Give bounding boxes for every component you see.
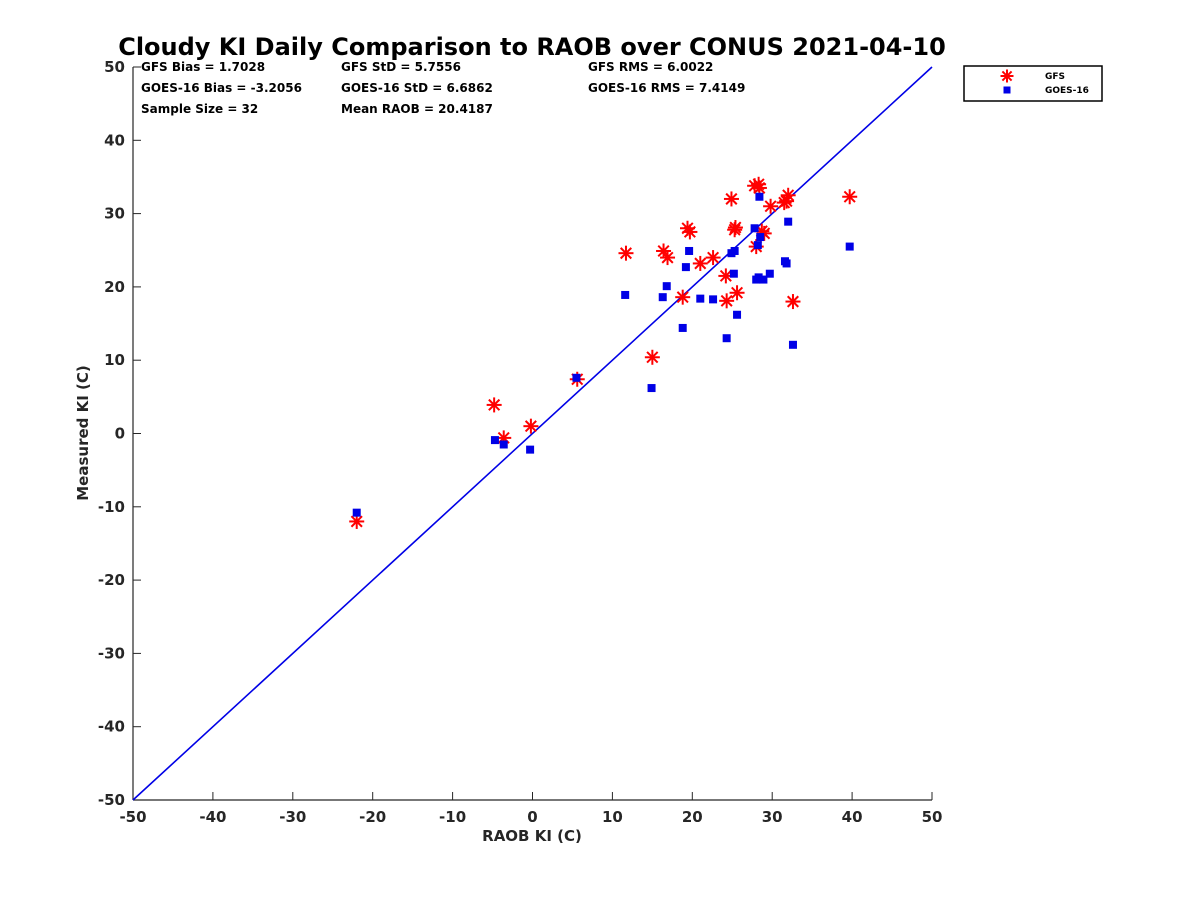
goes-16-point bbox=[678, 323, 687, 332]
goes-16-point bbox=[662, 282, 671, 291]
goes-16-point bbox=[526, 445, 535, 454]
goes-16-point bbox=[621, 290, 630, 299]
stat-text: GFS StD = 5.7556 bbox=[341, 60, 461, 74]
goes-16-point bbox=[658, 293, 667, 302]
goes-16-point bbox=[756, 233, 765, 242]
goes-16-point bbox=[352, 508, 361, 517]
x-tick-label: 40 bbox=[842, 808, 863, 826]
legend-marker-gfs bbox=[1000, 69, 1014, 83]
y-tick-label: 30 bbox=[104, 205, 125, 223]
gfs-point bbox=[682, 224, 698, 240]
gfs-point bbox=[727, 220, 743, 236]
one-to-one-line bbox=[132, 66, 933, 801]
gfs-point bbox=[618, 245, 634, 261]
y-tick-label: -50 bbox=[98, 791, 125, 809]
y-tick-label: -30 bbox=[98, 644, 125, 662]
gfs-point bbox=[644, 349, 660, 365]
y-tick-label: 10 bbox=[104, 351, 125, 369]
stat-text: GOES-16 StD = 6.6862 bbox=[341, 81, 493, 95]
x-axis-label: RAOB KI (C) bbox=[482, 827, 582, 845]
x-tick-label: 30 bbox=[762, 808, 783, 826]
gfs-point bbox=[486, 397, 502, 413]
legend-label-goes-16: GOES-16 bbox=[1045, 86, 1089, 96]
goes-16-point bbox=[759, 275, 768, 284]
gfs-point bbox=[675, 289, 691, 305]
y-tick-label: -20 bbox=[98, 571, 125, 589]
stat-text: GFS RMS = 6.0022 bbox=[588, 60, 713, 74]
goes-16-point bbox=[845, 242, 854, 251]
goes-16-point bbox=[754, 273, 763, 282]
stats-block: GFS Bias = 1.7028 GFS StD = 5.7556 GFS RMS… bbox=[141, 60, 745, 116]
goes-16-point bbox=[696, 294, 705, 303]
goes-16-point bbox=[647, 384, 656, 393]
goes-16-point bbox=[729, 269, 738, 278]
goes-16-point bbox=[499, 440, 508, 449]
gfs-point bbox=[723, 191, 739, 207]
stat-text: Mean RAOB = 20.4187 bbox=[341, 102, 493, 116]
goes-16-point bbox=[685, 246, 694, 255]
x-tick-label: 20 bbox=[682, 808, 703, 826]
goes-16-point bbox=[722, 334, 731, 343]
legend-box bbox=[963, 65, 1103, 102]
goes-16-point bbox=[733, 310, 742, 319]
series-gfs bbox=[349, 176, 858, 529]
gfs-point bbox=[719, 293, 735, 309]
x-tick-label: 50 bbox=[922, 808, 943, 826]
goes-16-point bbox=[490, 436, 499, 445]
gfs-point bbox=[763, 198, 779, 214]
x-tick-label: -30 bbox=[279, 808, 306, 826]
goes-16-point bbox=[681, 263, 690, 272]
gfs-point bbox=[785, 294, 801, 310]
legend: GFS GOES-16 bbox=[963, 65, 1103, 102]
x-tick-label: -40 bbox=[199, 808, 226, 826]
goes-16-point bbox=[784, 217, 793, 226]
goes-16-point bbox=[755, 192, 764, 201]
series-goes-16 bbox=[352, 192, 854, 517]
goes-16-point bbox=[730, 246, 739, 255]
y-tick-label: -10 bbox=[98, 498, 125, 516]
y-tick-label: 40 bbox=[104, 131, 125, 149]
plot-area: -50 -40 -30 -20 -10 0 10 20 30 40 50 -50 -40 -30 -20 -1… bbox=[98, 58, 943, 826]
x-tick-label: -20 bbox=[359, 808, 386, 826]
gfs-point bbox=[780, 187, 796, 203]
goes-16-point bbox=[765, 269, 774, 278]
gfs-point bbox=[692, 255, 708, 271]
goes-16-point bbox=[572, 373, 581, 382]
stat-text: Sample Size = 32 bbox=[141, 102, 258, 116]
gfs-point bbox=[729, 285, 745, 301]
y-tick-label: 20 bbox=[104, 278, 125, 296]
y-tick-label: -40 bbox=[98, 718, 125, 736]
goes-16-point bbox=[750, 224, 759, 233]
y-tick-label: 50 bbox=[104, 58, 125, 76]
goes-16-point bbox=[788, 340, 797, 349]
x-tick-label: 0 bbox=[527, 808, 537, 826]
y-tick-label: 0 bbox=[115, 425, 125, 443]
stat-text: GFS Bias = 1.7028 bbox=[141, 60, 265, 74]
x-tick-label: -50 bbox=[119, 808, 146, 826]
stat-text: GOES-16 Bias = -3.2056 bbox=[141, 81, 302, 95]
stat-text: GOES-16 RMS = 7.4149 bbox=[588, 81, 745, 95]
gfs-point bbox=[751, 180, 767, 196]
gfs-point bbox=[705, 250, 721, 266]
gfs-point bbox=[523, 418, 539, 434]
x-tick-label: 10 bbox=[602, 808, 623, 826]
y-axis-label: Measured KI (C) bbox=[74, 365, 92, 501]
legend-marker-goes-16 bbox=[1003, 86, 1011, 94]
gfs-point bbox=[660, 250, 676, 266]
goes-16-point bbox=[782, 259, 791, 268]
x-tick-label: -10 bbox=[439, 808, 466, 826]
chart-title: Cloudy KI Daily Comparison to RAOB over … bbox=[118, 33, 946, 61]
legend-label-gfs: GFS bbox=[1045, 72, 1065, 82]
goes-16-point bbox=[753, 241, 762, 250]
gfs-point bbox=[842, 189, 858, 205]
goes-16-point bbox=[709, 295, 718, 304]
